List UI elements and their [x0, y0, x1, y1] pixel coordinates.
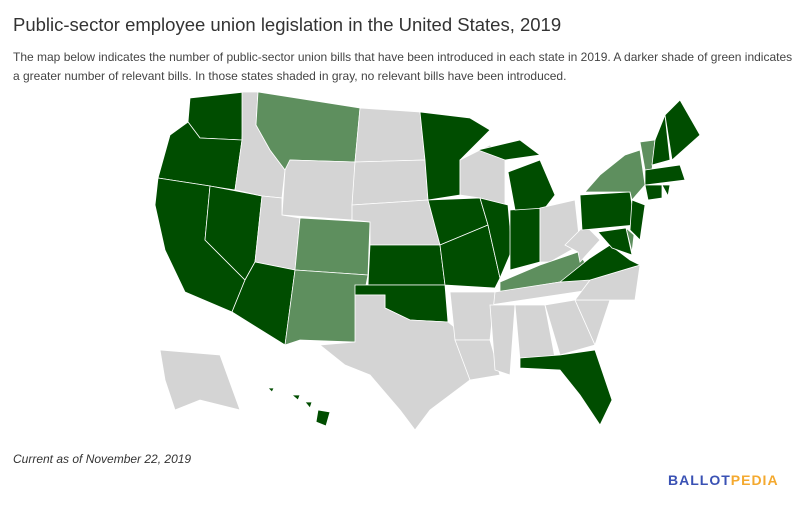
subtitle: The map below indicates the number of pu… — [13, 50, 793, 83]
state-ny — [584, 149, 646, 201]
state-ar — [449, 291, 496, 341]
state-shape — [479, 197, 513, 280]
state-shape — [267, 387, 275, 393]
state-shape — [454, 339, 501, 381]
state-shape — [304, 401, 313, 409]
state-shape — [318, 294, 471, 431]
state-shape — [661, 184, 671, 198]
state-co — [294, 217, 371, 276]
state-shape — [579, 191, 636, 231]
footnote: Current as of November 22, 2019 — [13, 452, 192, 466]
state-mi — [476, 139, 556, 211]
state-shape — [509, 207, 541, 271]
state-ri — [661, 184, 671, 198]
state-shape — [507, 159, 556, 211]
state-shape — [476, 139, 542, 161]
state-md — [597, 227, 633, 256]
state-oh — [539, 199, 581, 263]
state-ks — [367, 244, 446, 286]
state-va — [558, 244, 642, 283]
state-shape — [439, 224, 501, 289]
state-shape — [281, 159, 356, 221]
state-shape — [664, 99, 701, 161]
state-wy — [281, 159, 356, 221]
state-ak — [159, 349, 241, 411]
page-title: Public-sector employee union legislation… — [13, 14, 562, 35]
state-shape — [629, 199, 646, 241]
ballotpedia-logo: BALLOTPEDIA — [668, 472, 779, 488]
state-shape — [284, 269, 369, 346]
state-shape — [159, 349, 241, 411]
state-shape — [558, 244, 642, 283]
state-nh — [651, 114, 671, 166]
state-nd — [354, 107, 426, 163]
state-shape — [539, 199, 581, 263]
state-tx — [318, 294, 471, 431]
state-nj — [629, 199, 646, 241]
state-shape — [651, 114, 671, 166]
state-pa — [579, 191, 636, 231]
state-shape — [294, 217, 371, 276]
state-shape — [597, 227, 633, 256]
logo-part-1: BALLOT — [668, 472, 731, 488]
state-shape — [449, 291, 496, 341]
state-ct — [644, 184, 663, 201]
state-shape — [519, 349, 613, 426]
state-nm — [284, 269, 369, 346]
state-shape — [351, 159, 429, 206]
state-shape — [644, 164, 686, 186]
state-il — [479, 197, 513, 280]
state-me — [664, 99, 701, 161]
state-shape — [644, 184, 663, 201]
state-shape — [290, 394, 301, 401]
state-sd — [351, 159, 429, 206]
state-shape — [584, 149, 646, 201]
logo-part-2: PEDIA — [730, 472, 779, 488]
state-hi — [267, 387, 331, 427]
state-ma — [644, 164, 686, 186]
state-shape — [315, 409, 331, 427]
state-fl — [519, 349, 613, 426]
state-in — [509, 207, 541, 271]
state-shape — [367, 244, 446, 286]
state-shape — [354, 107, 426, 163]
state-ms — [489, 304, 516, 376]
state-mo — [439, 224, 501, 289]
state-shape — [489, 304, 516, 376]
state-la — [454, 339, 501, 381]
